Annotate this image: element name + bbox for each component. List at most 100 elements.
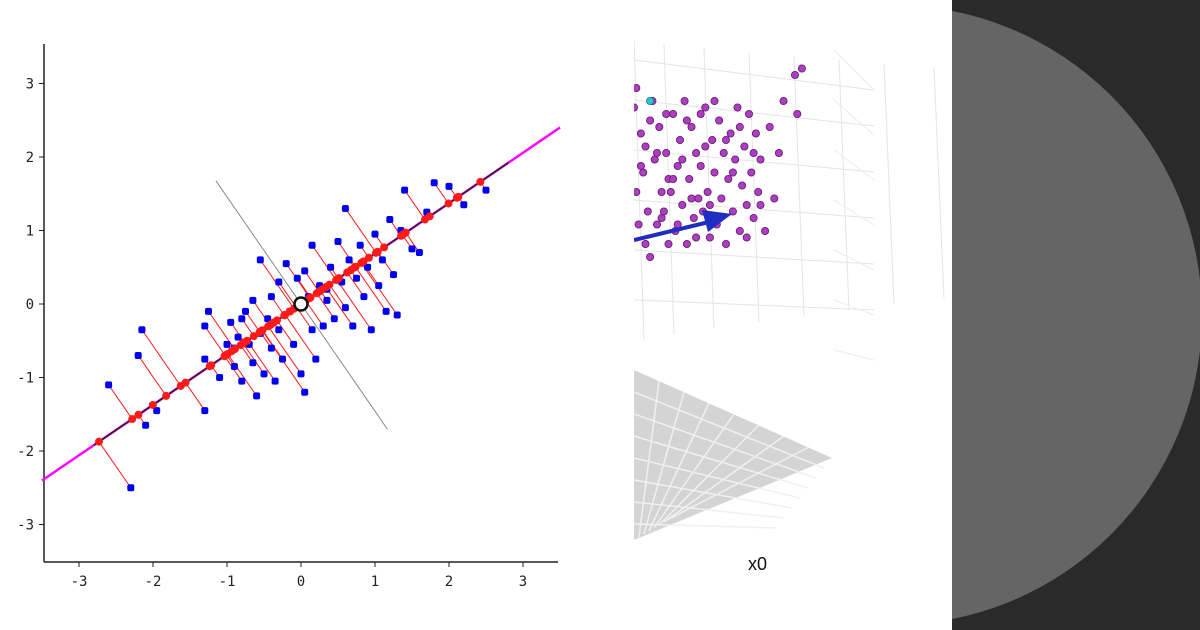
scatter-point (687, 123, 696, 132)
scatter-point (747, 168, 756, 177)
scatter-point (687, 194, 696, 203)
scatter-point (728, 207, 737, 216)
data-point (127, 484, 135, 492)
projection-line (230, 322, 245, 343)
scatter-point (790, 71, 799, 80)
projected-point (372, 248, 381, 257)
projected-point (264, 322, 273, 331)
decorative-panel (952, 0, 1200, 630)
y-tick-label: -2 (17, 444, 34, 460)
grid-line (634, 99, 875, 127)
scatter-point (666, 187, 675, 196)
scatter-point (756, 200, 765, 209)
scatter-point (634, 188, 641, 196)
data-point (223, 340, 231, 348)
data-point (371, 230, 379, 238)
projection-line (137, 355, 167, 397)
scatter-point (701, 142, 710, 151)
projection-lines (98, 181, 487, 489)
data-point (341, 204, 349, 212)
projected-point (454, 192, 463, 201)
data-point (360, 293, 368, 301)
scatter-point (678, 200, 687, 209)
projected-point (162, 391, 171, 400)
grid-line (838, 59, 850, 311)
data-point (227, 318, 235, 326)
scatter-point (696, 110, 705, 119)
scatter-point (722, 239, 731, 248)
projected-point (258, 326, 267, 335)
3d-scatter-panel (634, 0, 952, 630)
data-point (153, 407, 161, 415)
floor-grid-line (634, 413, 817, 479)
projected-point (249, 332, 258, 341)
x-tick-label: 3 (519, 574, 527, 590)
y-tick-label: 0 (26, 297, 34, 313)
scatter-point (756, 155, 765, 164)
scatter-point (662, 148, 671, 157)
projected-point (128, 415, 137, 424)
scatter-point (662, 110, 671, 119)
data-point (430, 179, 438, 187)
projection-line (208, 311, 236, 350)
data-point (238, 315, 246, 323)
projection-line (377, 251, 394, 275)
data-point (271, 377, 279, 385)
data-point (201, 322, 209, 330)
grid-line (833, 249, 875, 271)
data-point (367, 326, 375, 334)
projected-point (380, 243, 389, 252)
scatter-point (742, 233, 751, 242)
scatter-point (735, 226, 744, 235)
data-point (482, 186, 490, 194)
floor-grid-line (658, 424, 760, 526)
scatter-point (761, 226, 770, 235)
projection-line (185, 382, 206, 411)
projection-line (311, 244, 337, 281)
data-point (330, 315, 338, 323)
data-point (349, 322, 357, 330)
pca-projection-chart: -3 -2 -1 0 1 2 3 3 2 1 0 -1 -2 -3 (17, 44, 561, 591)
floor-grid-line (643, 391, 685, 535)
data-point (230, 362, 238, 370)
data-point (415, 249, 423, 257)
projection-line (242, 343, 265, 375)
data-point (256, 256, 264, 264)
floor-grid-line (634, 457, 801, 499)
floor-grid-line (634, 523, 777, 529)
data-point (205, 307, 212, 315)
scatter-point (770, 194, 779, 203)
scatter-point (692, 233, 701, 242)
projection-line (108, 384, 133, 420)
projected-point (134, 410, 143, 419)
projected-point (332, 275, 341, 284)
floor-grid-line (648, 402, 710, 532)
projection-line (245, 311, 261, 333)
data-point (408, 245, 416, 253)
data-point (382, 307, 390, 315)
scatter-point (793, 110, 802, 119)
scatter-point (669, 174, 678, 183)
floor-grid-line (653, 413, 735, 529)
data-point (216, 374, 224, 381)
y-tick-label: 3 (26, 77, 34, 93)
data-point (401, 186, 409, 194)
projection-line (336, 279, 372, 331)
scatter-point (735, 123, 744, 132)
data-point (275, 278, 283, 286)
scatter-point (682, 239, 691, 248)
projected-point (321, 283, 330, 292)
projected-point (357, 258, 366, 267)
tick-labels: -3 -2 -1 0 1 2 3 3 2 1 0 -1 -2 -3 (17, 77, 527, 591)
projected-point (281, 310, 290, 319)
scatter-point (715, 116, 724, 125)
mean-point (293, 296, 309, 312)
grid-line (634, 199, 875, 219)
scatter-point (749, 148, 758, 157)
scatter-point (722, 135, 731, 144)
x-tick-label: 1 (371, 574, 379, 590)
scatter-point (664, 239, 673, 248)
projected-point (401, 228, 410, 237)
data-points (105, 179, 490, 492)
data-point (312, 355, 320, 363)
